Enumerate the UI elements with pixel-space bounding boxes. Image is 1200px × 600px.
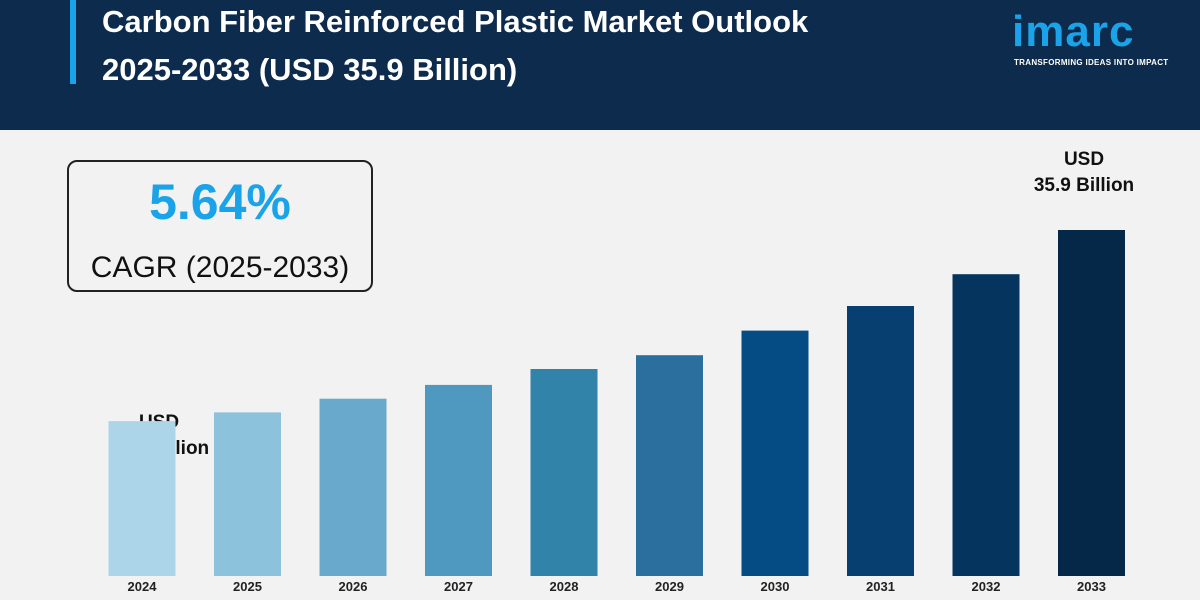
bar-2026 bbox=[319, 398, 387, 576]
cagr-value: 5.64% bbox=[149, 174, 291, 230]
bar-2032 bbox=[952, 274, 1020, 576]
x-tick-label-2027: 2027 bbox=[444, 579, 473, 594]
logo-tagline: TRANSFORMING IDEAS INTO IMPACT bbox=[1014, 58, 1169, 67]
header-accent-bar bbox=[70, 0, 76, 84]
imarc-logo: imarc TRANSFORMING IDEAS INTO IMPACT bbox=[1012, 2, 1172, 72]
x-tick-label-2030: 2030 bbox=[761, 579, 790, 594]
header-banner: Carbon Fiber Reinforced Plastic Market O… bbox=[0, 0, 1200, 130]
x-tick-label-2029: 2029 bbox=[655, 579, 684, 594]
title-line-2: 2025-2033 (USD 35.9 Billion) bbox=[102, 52, 518, 87]
x-tick-label-2033: 2033 bbox=[1077, 579, 1106, 594]
x-tick-label-2024: 2024 bbox=[128, 579, 158, 594]
cagr-box: 5.64% CAGR (2025-2033) bbox=[67, 160, 373, 292]
end-currency: USD bbox=[1063, 149, 1105, 170]
bar-2030 bbox=[741, 330, 809, 576]
x-tick-label-2031: 2031 bbox=[866, 579, 895, 594]
bar-2028 bbox=[530, 369, 598, 576]
bar-chart: 2024 2025 2026 2027 2028 2029 2030 2031 2032 2033 bbox=[108, 230, 1125, 594]
logo-wordmark: imarc bbox=[1012, 7, 1135, 56]
bar-2024 bbox=[108, 421, 176, 576]
bar-2033 bbox=[1058, 230, 1125, 576]
bar-2031 bbox=[847, 306, 914, 576]
x-tick-label-2025: 2025 bbox=[233, 579, 262, 594]
page-title: Carbon Fiber Reinforced Plastic Market O… bbox=[102, 0, 962, 94]
x-tick-label-2026: 2026 bbox=[339, 579, 368, 594]
end-value-label: USD 35.9 Billion bbox=[994, 147, 1174, 199]
bar-2027 bbox=[425, 384, 492, 576]
x-tick-label-2028: 2028 bbox=[550, 579, 579, 594]
title-line-1: Carbon Fiber Reinforced Plastic Market O… bbox=[102, 4, 809, 39]
x-tick-label-2032: 2032 bbox=[972, 579, 1001, 594]
end-value: 35.9 Billion bbox=[1033, 175, 1135, 196]
cagr-label: CAGR (2025-2033) bbox=[90, 251, 350, 284]
bar-2025 bbox=[214, 412, 281, 576]
bar-2029 bbox=[636, 355, 703, 576]
